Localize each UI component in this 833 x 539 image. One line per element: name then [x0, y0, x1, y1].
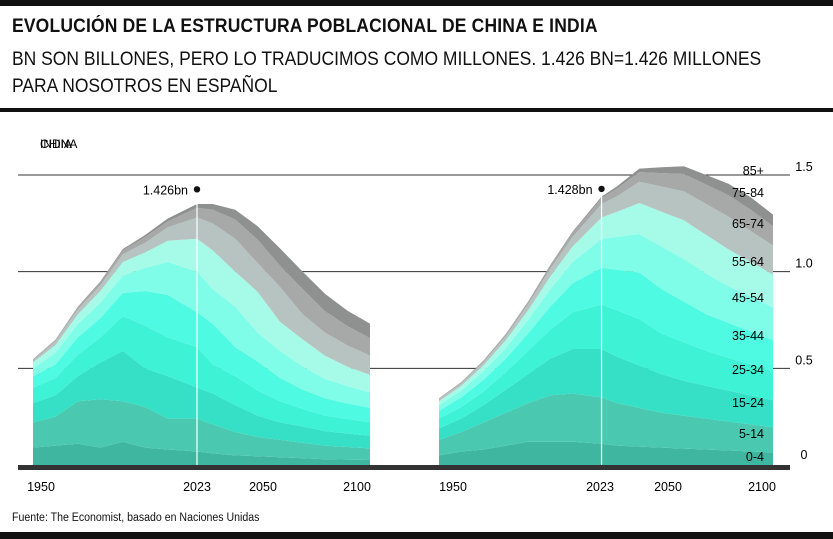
source-note: Fuente: The Economist, basado en Nacione… — [12, 512, 260, 524]
legend-45-54: 45-54 — [732, 291, 764, 305]
india-band-0-4 — [439, 441, 773, 465]
subtitle-line-2: PARA NOSOTROS EN ESPAÑOL — [12, 76, 278, 97]
legend-85+: 85+ — [743, 164, 764, 178]
legend-25-34: 25-34 — [732, 363, 764, 377]
india-band-35-44 — [439, 267, 773, 419]
x-tick-0-2023: 2023 — [183, 480, 211, 494]
china-band-15-24 — [33, 350, 370, 449]
top-rule — [0, 0, 833, 6]
legend-75-84: 75-84 — [732, 186, 764, 200]
x-tick-1-2050: 2050 — [654, 480, 682, 494]
subtitle-line-1: BN SON BILLONES, PERO LO TRADUCIMOS COMO… — [12, 49, 762, 70]
x-tick-0-1950: 1950 — [27, 480, 55, 494]
chart-overlay: CHINA 1.426bn 1950 2023 2050 2100 INDIA 1.428bn… — [18, 137, 813, 494]
y-tick-0: 0 — [801, 448, 808, 462]
chart-title: EVOLUCIÓN DE LA ESTRUCTURA POBLACIONAL D… — [12, 16, 598, 37]
y-tick-0.5: 0.5 — [795, 353, 812, 367]
china-band-65-74 — [33, 217, 370, 375]
india-band-15-24 — [439, 349, 773, 440]
india-panel — [439, 166, 773, 465]
india-band-55-64 — [439, 203, 773, 406]
peak-dot-1 — [598, 185, 605, 193]
china-band-85+ — [33, 204, 370, 360]
panel-label-india: INDIA — [40, 137, 72, 151]
china-band-0-4 — [33, 441, 370, 465]
peak-label-0: 1.426bn — [143, 183, 188, 197]
header-rule — [0, 108, 833, 112]
bottom-rule — [0, 532, 833, 539]
legend-55-64: 55-64 — [732, 255, 764, 269]
india-band-5-14 — [439, 393, 773, 456]
india-band-45-54 — [439, 233, 773, 411]
x-tick-1-2100: 2100 — [748, 480, 776, 494]
legend-5-14: 5-14 — [739, 427, 764, 441]
china-band-5-14 — [33, 399, 370, 460]
y-tick-1.0: 1.0 — [795, 257, 812, 271]
china-band-55-64 — [33, 238, 370, 393]
x-tick-0-2050: 2050 — [249, 480, 277, 494]
peak-label-1: 1.428bn — [547, 183, 592, 197]
x-tick-1-2023: 2023 — [586, 480, 614, 494]
x-tick-1-1950: 1950 — [439, 480, 467, 494]
x-tick-0-2100: 2100 — [343, 480, 371, 494]
china-band-45-54 — [33, 262, 370, 408]
china-panel — [33, 204, 370, 465]
legend-15-24: 15-24 — [732, 396, 764, 410]
chart-subtitle: BN SON BILLONES, PERO LO TRADUCIMOS COMO… — [12, 46, 803, 100]
panel-label-china: CHINA — [40, 137, 77, 151]
peak-dot-0 — [193, 186, 201, 193]
baseline — [18, 465, 790, 470]
china-band-25-34 — [33, 316, 370, 436]
legend-0-4: 0-4 — [746, 450, 764, 464]
legend-65-74: 65-74 — [732, 217, 764, 231]
india-band-25-34 — [439, 304, 773, 429]
china-band-35-44 — [33, 291, 370, 423]
legend-35-44: 35-44 — [732, 329, 764, 343]
china-band-75-84 — [33, 207, 370, 361]
y-tick-1.5: 1.5 — [795, 160, 812, 174]
